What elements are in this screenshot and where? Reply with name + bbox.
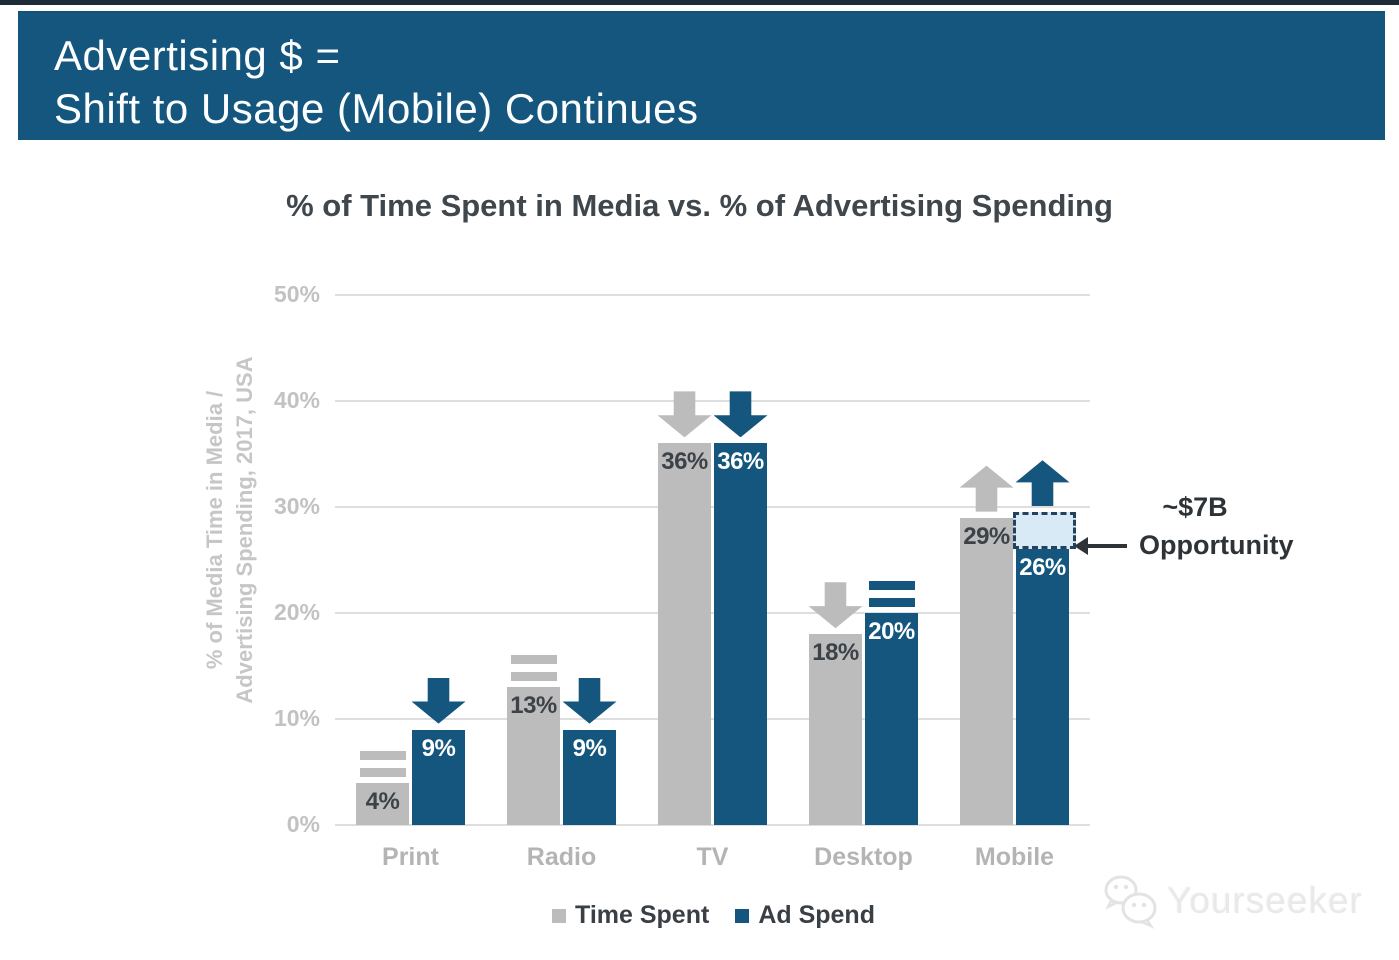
equal-trend-icon (510, 655, 557, 682)
down-arrow-icon (562, 677, 617, 724)
slide-header-banner: Advertising $ = Shift to Usage (Mobile) … (18, 11, 1385, 140)
ad-spend-bar: 9% (412, 729, 465, 825)
legend-item: Time Spent (552, 901, 709, 930)
y-tick-label: 50% (273, 281, 320, 307)
ad-spend-bar: 20% (865, 613, 918, 825)
time-spent-bar: 4% (356, 782, 409, 825)
down-arrow-icon (411, 677, 466, 724)
chart-legend: Time Spent Ad Spend (14, 901, 1399, 930)
top-edge-strip (0, 0, 1399, 5)
opportunity-dashed-box (1013, 512, 1076, 550)
down-arrow-icon (713, 391, 768, 438)
legend-item: Ad Spend (735, 901, 875, 930)
gridline (335, 506, 1090, 508)
down-arrow-icon (808, 582, 863, 629)
time-spent-bar: 18% (809, 634, 862, 825)
header-title-line1: Advertising $ = (54, 32, 341, 79)
y-tick-label: 0% (286, 811, 320, 837)
time-spent-bar: 13% (507, 687, 560, 825)
bar-value-label: 18% (812, 639, 859, 667)
y-tick-label: 20% (273, 599, 320, 625)
bar-value-label: 4% (365, 787, 400, 815)
ad-spend-bar: 36% (714, 443, 767, 825)
category-label: Mobile (974, 843, 1055, 871)
legend-swatch (552, 908, 567, 923)
equal-trend-icon (359, 750, 406, 777)
opportunity-callout: ~$7B Opportunity (1072, 492, 1318, 561)
time-spent-bar: 36% (658, 443, 711, 825)
gridline (335, 718, 1090, 720)
up-arrow-icon (959, 465, 1014, 512)
equal-bar-top (359, 750, 406, 760)
time-spent-bar: 29% (960, 517, 1013, 825)
y-tick-label: 10% (273, 705, 320, 731)
legend-label: Ad Spend (758, 901, 875, 929)
opportunity-text-label: Opportunity (1139, 530, 1294, 560)
bar-value-label: 36% (661, 448, 708, 476)
watermark-text: Yourseeker (1167, 880, 1363, 921)
y-tick-label: 40% (273, 387, 320, 413)
opportunity-callout-row: Opportunity (1072, 530, 1318, 561)
equal-bar-top (868, 581, 915, 590)
category-label: Print (382, 843, 439, 871)
legend-label: Time Spent (575, 901, 710, 929)
y-axis-title-line1: % of Media Time in Media / (202, 390, 227, 670)
header-title-line2: Shift to Usage (Mobile) Continues (54, 85, 699, 132)
ad-spend-bar: 9% (563, 729, 616, 825)
legend-swatch (735, 908, 750, 923)
chat-bubbles-icon (1104, 875, 1157, 929)
equal-bar-top (510, 655, 557, 665)
x-axis-line (335, 824, 1090, 826)
category-label: TV (696, 843, 729, 871)
category-label: Desktop (814, 843, 913, 871)
up-arrow-icon (1015, 460, 1070, 507)
bar-value-label: 9% (572, 734, 607, 762)
down-arrow-icon (657, 391, 712, 438)
ad-spend-bar: 26% (1016, 549, 1069, 825)
bar-value-label: 9% (421, 734, 456, 762)
bar-value-label: 13% (510, 692, 557, 720)
plot-area: 4% 9% Print 13% 9% Radio 36% 36% TV 18% 20% Desktop… (335, 294, 1090, 871)
gridline (335, 294, 1090, 296)
left-arrow-icon (1074, 536, 1127, 555)
y-tick-label: 30% (273, 493, 320, 519)
bar-value-label: 29% (963, 522, 1010, 550)
bar-value-label: 36% (717, 448, 764, 476)
equal-trend-icon (868, 581, 915, 607)
equal-bar-bottom (510, 672, 557, 682)
watermark: Yourseeker (1101, 872, 1363, 930)
bar-value-label: 26% (1019, 554, 1066, 582)
gridline (335, 400, 1090, 402)
equal-bar-bottom (359, 767, 406, 777)
category-label: Radio (526, 843, 597, 871)
opportunity-amount-label: ~$7B (1162, 492, 1228, 522)
chart-title: % of Time Spent in Media vs. % of Advert… (286, 188, 1113, 223)
bar-value-label: 20% (868, 618, 915, 645)
equal-bar-bottom (868, 598, 915, 607)
gridline (335, 612, 1090, 614)
